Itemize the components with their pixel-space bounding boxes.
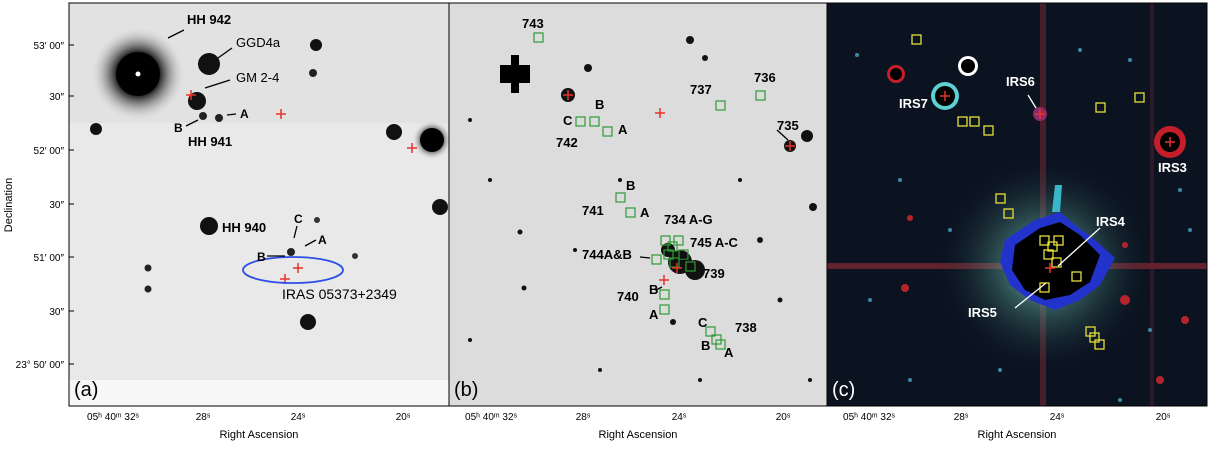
x-axis-a: 05ʰ 40ᵐ 32ˢ 28ˢ 24ˢ 20ˢ Right Ascension	[87, 412, 411, 441]
label-741-a: A	[640, 205, 650, 220]
label-irs6: IRS6	[1006, 74, 1035, 89]
label-742: 742	[556, 135, 578, 150]
x-tick: 24ˢ	[1050, 412, 1065, 423]
label-738-b: B	[701, 338, 710, 353]
panel-b-crosses	[563, 90, 795, 285]
label-irs5: IRS5	[968, 305, 997, 320]
label-hh-940: HH 940	[222, 220, 266, 235]
panel-c-labels: IRS6 IRS7 IRS3 IRS4 IRS5	[899, 74, 1187, 320]
x-tick: 05ʰ 40ᵐ 32ˢ	[843, 412, 895, 423]
label-738-c: C	[698, 315, 708, 330]
x-axis-title: Right Ascension	[220, 429, 299, 441]
label-743: 743	[522, 16, 544, 31]
x-axis-title: Right Ascension	[978, 429, 1057, 441]
x-tick: 24ˢ	[672, 412, 687, 423]
y-tick: 30″	[49, 92, 64, 103]
panel-c-pointers	[1014, 94, 1101, 309]
x-axis-title: Right Ascension	[599, 429, 678, 441]
label-738-a: A	[724, 345, 734, 360]
label-740-a: A	[649, 307, 659, 322]
label-741-b: B	[626, 178, 635, 193]
y-axis: Declination 53′ 00″ 30″ 52′ 00″ 30″ 51′ …	[3, 41, 74, 371]
x-tick: 20ˢ	[1156, 412, 1171, 423]
panel-b-boxes	[533, 32, 766, 350]
label-irs4: IRS4	[1096, 214, 1126, 229]
panel-b-image	[449, 3, 827, 406]
y-tick: 30″	[49, 200, 64, 211]
label-744: 744A&B	[582, 247, 632, 262]
label-b-hh941: B	[174, 121, 183, 135]
label-740-b: B	[649, 282, 658, 297]
label-a-hh941: A	[240, 107, 249, 121]
panel-c: IRS6 IRS7 IRS3 IRS4 IRS5 (c)	[826, 2, 1208, 407]
panel-letter-a: (a)	[74, 379, 98, 401]
label-irs3: IRS3	[1158, 160, 1187, 175]
label-irs7: IRS7	[899, 96, 928, 111]
label-745: 745 A-C	[690, 235, 739, 250]
label-ggd4a: GGD4a	[236, 35, 281, 50]
y-tick: 23° 50′ 00″	[16, 360, 65, 371]
label-735: 735	[777, 118, 799, 133]
label-738: 738	[735, 320, 757, 335]
label-hh-942: HH 942	[187, 12, 231, 27]
x-tick: 28ˢ	[954, 412, 969, 423]
panel-c-boxes	[911, 34, 1145, 350]
y-tick: 53′ 00″	[34, 41, 65, 52]
label-737: 737	[690, 82, 712, 97]
panel-a-pointers	[167, 29, 317, 257]
x-tick: 05ʰ 40ᵐ 32ˢ	[465, 412, 517, 423]
x-tick: 28ˢ	[576, 412, 591, 423]
label-740: 740	[617, 289, 639, 304]
x-tick: 24ˢ	[291, 412, 306, 423]
label-gm-2-4: GM 2-4	[236, 70, 279, 85]
panel-a: HH 942 GGD4a GM 2-4 A B HH 941 HH 940 C …	[68, 2, 450, 407]
y-tick: 30″	[49, 307, 64, 318]
label-742-b: B	[595, 97, 604, 112]
x-tick: 20ˢ	[776, 412, 791, 423]
panel-letter-b: (b)	[454, 379, 478, 401]
panel-a-crosses	[186, 90, 417, 284]
x-axis-b: 05ʰ 40ᵐ 32ˢ 28ˢ 24ˢ 20ˢ Right Ascension	[465, 412, 791, 441]
panel-a-labels: HH 942 GGD4a GM 2-4 A B HH 941 HH 940 C …	[174, 12, 397, 302]
y-axis-title: Declination	[3, 178, 15, 232]
panel-a-sky	[69, 3, 449, 406]
label-742-c: C	[563, 113, 573, 128]
label-iras: IRAS 05373+2349	[282, 286, 397, 302]
panel-b-pointers	[639, 129, 789, 291]
y-tick: 51′ 00″	[34, 253, 65, 264]
panel-letter-c: (c)	[832, 379, 855, 401]
panel-c-crosses	[940, 91, 1175, 273]
label-b-hh940: B	[257, 250, 266, 264]
x-tick: 28ˢ	[196, 412, 211, 423]
panel-b-labels: 743 736 737 735 B C A 742 B 741 A 734 A-…	[522, 16, 799, 360]
x-tick: 20ˢ	[396, 412, 411, 423]
label-hh-941: HH 941	[188, 134, 232, 149]
x-axis-c: 05ʰ 40ᵐ 32ˢ 28ˢ 24ˢ 20ˢ Right Ascension	[843, 412, 1171, 441]
label-c-hh940: C	[294, 212, 303, 226]
label-736: 736	[754, 70, 776, 85]
label-742-a: A	[618, 122, 628, 137]
y-tick: 52′ 00″	[34, 146, 65, 157]
iras-source-ellipse	[242, 256, 344, 284]
label-a-hh940: A	[318, 233, 327, 247]
label-741: 741	[582, 203, 604, 218]
x-tick: 05ʰ 40ᵐ 32ˢ	[87, 412, 139, 423]
label-739: 739	[703, 266, 725, 281]
panel-b: 743 736 737 735 B C A 742 B 741 A 734 A-…	[448, 2, 828, 407]
label-734: 734 A-G	[664, 212, 713, 227]
panel-c-sky	[827, 3, 1207, 406]
